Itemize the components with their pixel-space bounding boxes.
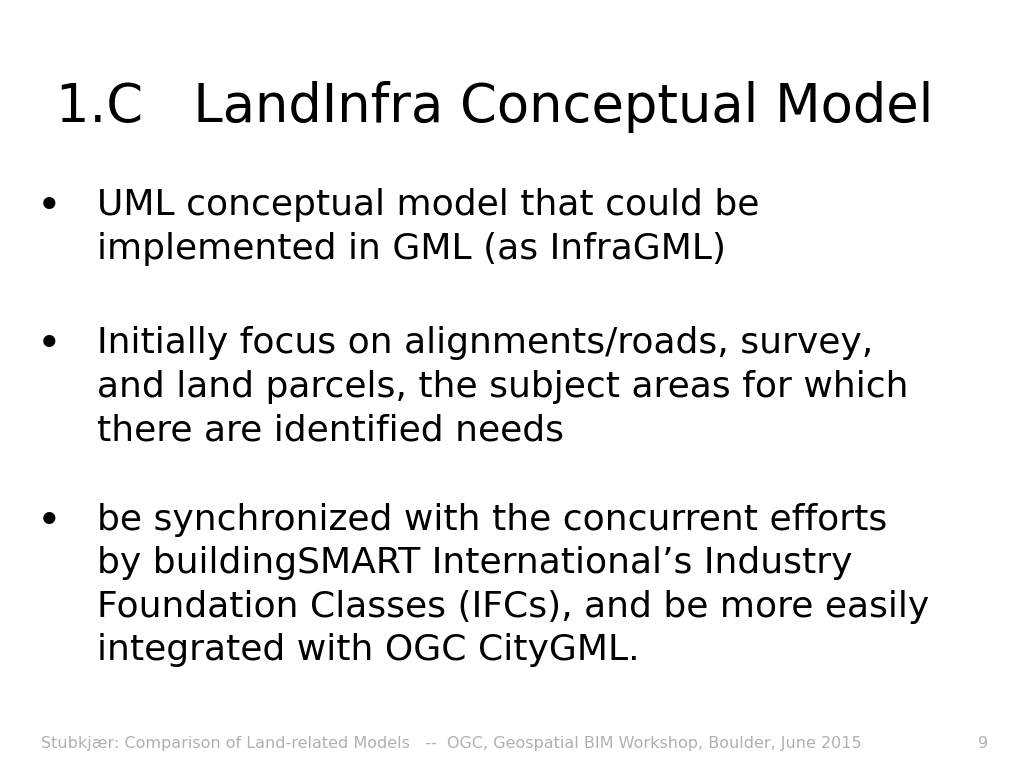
Text: Stubkjær: Comparison of Land-related Models   --  OGC, Geospatial BIM Workshop, : Stubkjær: Comparison of Land-related Mod… (41, 736, 861, 751)
Text: be synchronized with the concurrent efforts
by buildingSMART International’s Ind: be synchronized with the concurrent effo… (97, 503, 930, 667)
Text: •: • (37, 324, 61, 366)
Text: •: • (37, 186, 61, 228)
Text: UML conceptual model that could be
implemented in GML (as InfraGML): UML conceptual model that could be imple… (97, 188, 760, 266)
Text: 1.C   LandInfra Conceptual Model: 1.C LandInfra Conceptual Model (56, 81, 934, 133)
Text: •: • (37, 501, 61, 543)
Text: Initially focus on alignments/roads, survey,
and land parcels, the subject areas: Initially focus on alignments/roads, sur… (97, 326, 908, 447)
Text: 9: 9 (978, 736, 988, 751)
